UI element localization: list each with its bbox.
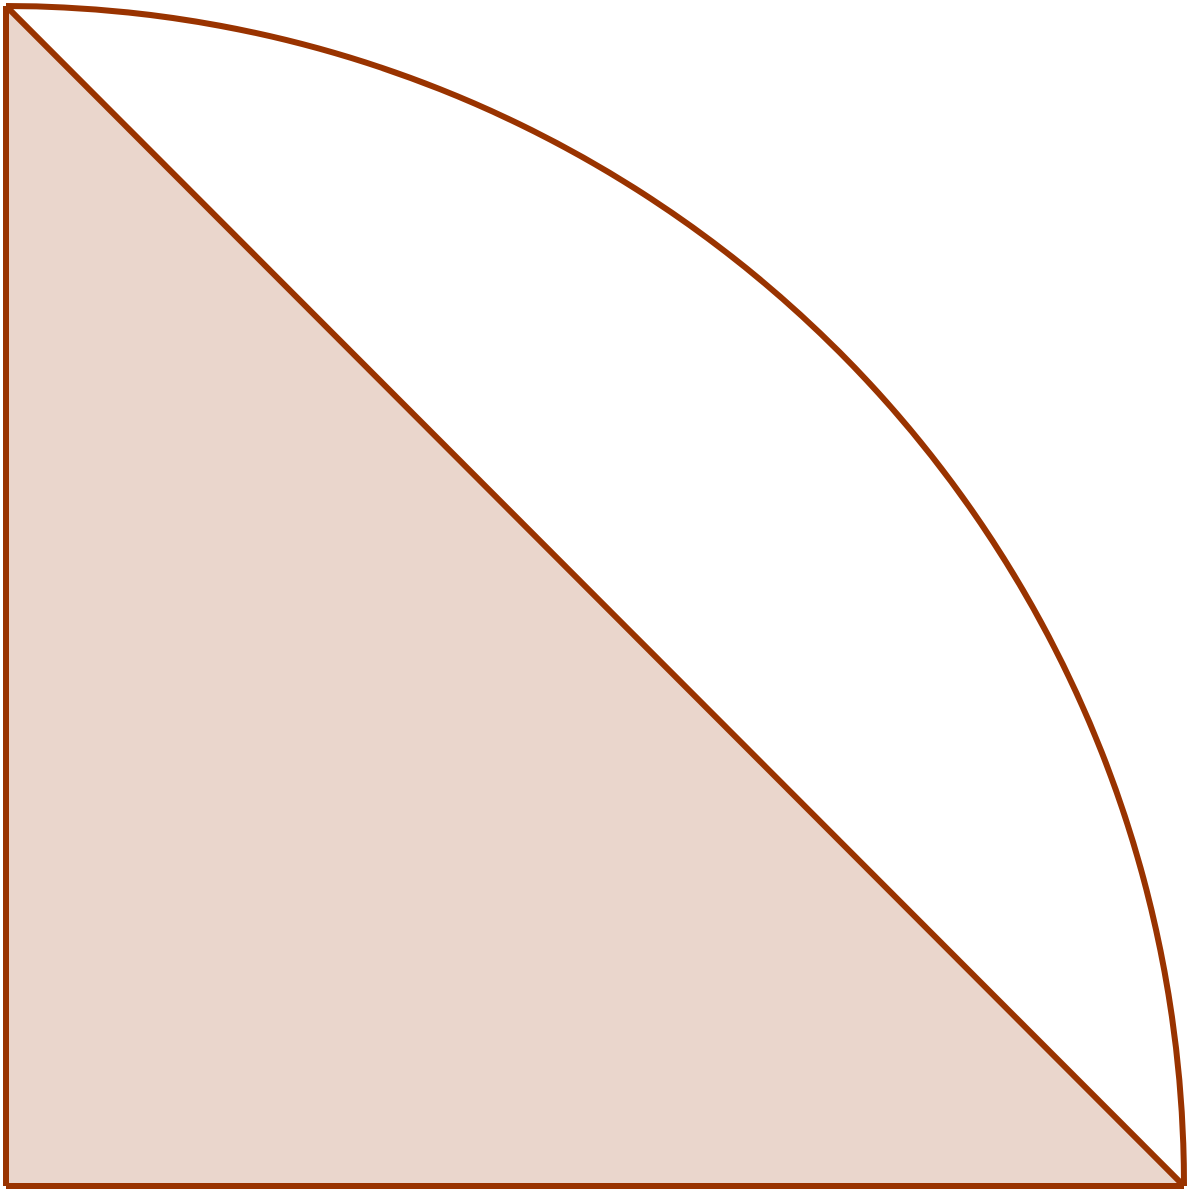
triangle-hypotenuse (3, 3, 1187, 1189)
quarter-circle-arc (5, 3, 1188, 1187)
